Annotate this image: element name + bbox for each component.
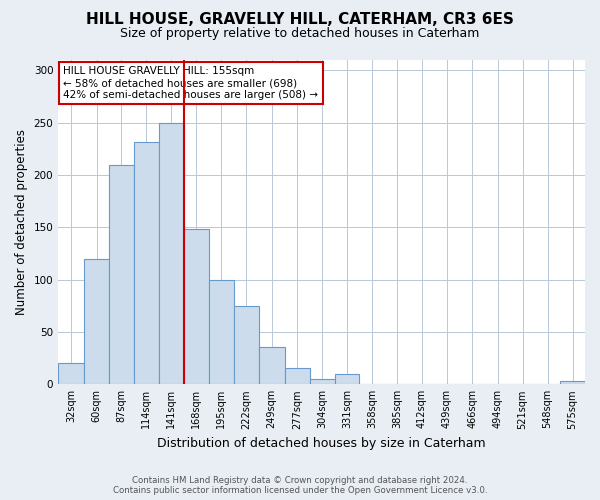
Text: Size of property relative to detached houses in Caterham: Size of property relative to detached ho… <box>121 28 479 40</box>
Bar <box>234 306 259 384</box>
Bar <box>58 364 84 384</box>
Bar <box>284 368 310 384</box>
X-axis label: Distribution of detached houses by size in Caterham: Distribution of detached houses by size … <box>157 437 486 450</box>
Bar <box>310 379 335 384</box>
Text: Contains HM Land Registry data © Crown copyright and database right 2024.
Contai: Contains HM Land Registry data © Crown c… <box>113 476 487 495</box>
Text: HILL HOUSE, GRAVELLY HILL, CATERHAM, CR3 6ES: HILL HOUSE, GRAVELLY HILL, CATERHAM, CR3… <box>86 12 514 28</box>
Bar <box>109 164 134 384</box>
Text: HILL HOUSE GRAVELLY HILL: 155sqm
← 58% of detached houses are smaller (698)
42% : HILL HOUSE GRAVELLY HILL: 155sqm ← 58% o… <box>64 66 319 100</box>
Bar <box>184 230 209 384</box>
Bar <box>259 346 284 385</box>
Bar <box>84 259 109 384</box>
Bar <box>159 123 184 384</box>
Bar <box>560 381 585 384</box>
Bar <box>134 142 159 384</box>
Y-axis label: Number of detached properties: Number of detached properties <box>15 129 28 315</box>
Bar <box>209 280 234 384</box>
Bar <box>335 374 359 384</box>
